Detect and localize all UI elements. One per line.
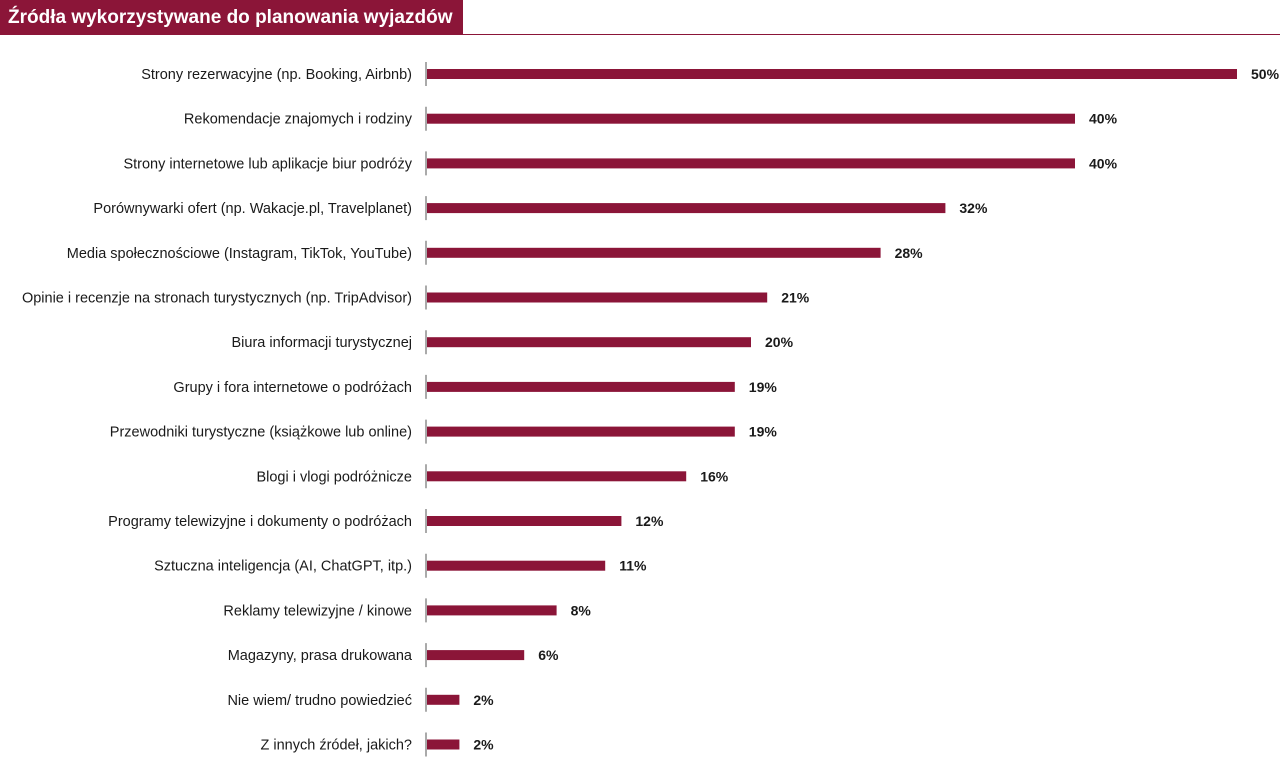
category-label: Blogi i vlogi podróżnicze — [256, 469, 412, 485]
value-label: 50% — [1251, 66, 1280, 82]
bar — [427, 560, 606, 571]
category-label: Biura informacji turystycznej — [232, 335, 413, 351]
value-label: 2% — [473, 692, 494, 708]
category-label: Opinie i recenzje na stronach turystyczn… — [22, 291, 412, 307]
value-label: 11% — [619, 558, 647, 574]
value-label: 8% — [571, 602, 592, 618]
value-label: 28% — [895, 245, 924, 261]
category-label: Grupy i fora internetowe o podróżach — [173, 380, 412, 396]
bar — [427, 113, 1075, 124]
bar — [427, 203, 946, 214]
value-label: 40% — [1089, 111, 1118, 127]
category-label: Porównywarki ofert (np. Wakacje.pl, Trav… — [93, 201, 412, 217]
bar — [427, 381, 735, 392]
category-label: Programy telewizyjne i dokumenty o podró… — [108, 514, 412, 530]
bar — [427, 516, 622, 526]
chart-title: Źródła wykorzystywane do planowania wyja… — [0, 0, 463, 35]
category-label: Media społecznościowe (Instagram, TikTok… — [67, 246, 412, 262]
category-label: Nie wiem/ trudno powiedzieć — [227, 693, 412, 709]
bar — [427, 292, 768, 303]
value-label: 19% — [749, 379, 778, 395]
category-label: Sztuczna inteligencja (AI, ChatGPT, itp.… — [154, 559, 412, 575]
category-label: Magazyny, prasa drukowana — [228, 648, 413, 664]
bar — [427, 605, 557, 616]
category-label: Reklamy telewizyjne / kinowe — [223, 603, 412, 619]
bar — [427, 69, 1237, 79]
bar — [427, 694, 460, 705]
bar — [427, 471, 687, 482]
value-label: 16% — [700, 468, 729, 484]
value-label: 40% — [1089, 155, 1118, 171]
value-label: 12% — [635, 513, 664, 529]
bar — [427, 426, 735, 437]
bar — [427, 650, 525, 661]
bar — [427, 247, 881, 258]
value-label: 32% — [959, 200, 988, 216]
category-label: Rekomendacje znajomych i rodziny — [184, 112, 413, 128]
bar — [427, 739, 460, 750]
bar — [427, 158, 1075, 169]
category-label: Z innych źródeł, jakich? — [260, 738, 412, 754]
value-label: 6% — [538, 647, 559, 663]
category-label: Strony rezerwacyjne (np. Booking, Airbnb… — [141, 67, 412, 83]
value-label: 19% — [749, 424, 778, 440]
category-label: Przewodniki turystyczne (książkowe lub o… — [110, 425, 412, 441]
bar — [427, 337, 751, 348]
value-label: 21% — [781, 290, 810, 306]
value-label: 20% — [765, 334, 794, 350]
title-underline — [0, 34, 1280, 35]
category-label: Strony internetowe lub aplikacje biur po… — [123, 156, 412, 172]
value-label: 2% — [473, 737, 494, 753]
